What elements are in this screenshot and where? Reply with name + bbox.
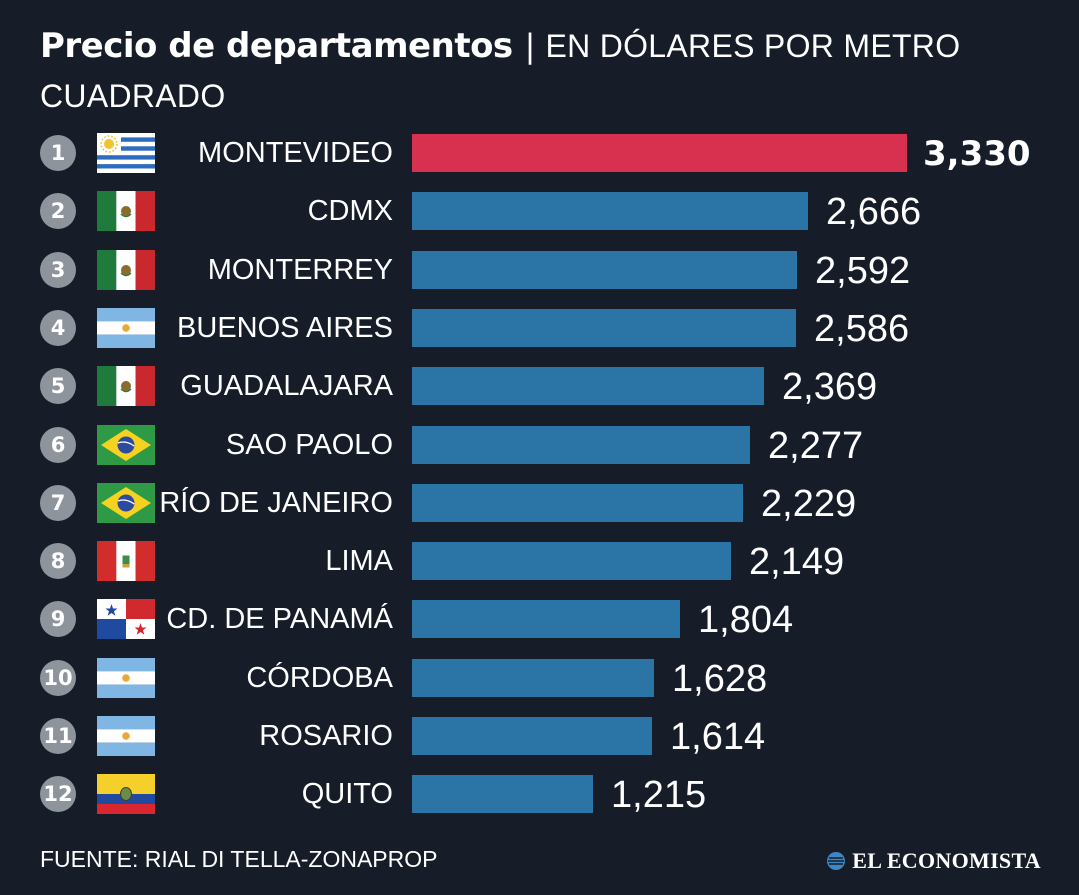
source-note: FUENTE: RIAL DI TELLA-ZONAPROP: [40, 846, 438, 872]
peru-flag-icon: [97, 541, 155, 581]
data-label: 1,215: [611, 774, 707, 816]
category-label: LIMA: [325, 545, 393, 577]
chart-subtitle: EN DÓLARES POR METRO CUADRADO: [40, 28, 961, 114]
argentina-flag-icon: [97, 658, 155, 698]
data-label: 1,804: [698, 599, 794, 641]
category-label: BUENOS AIRES: [177, 312, 393, 344]
rank-badge: 10: [40, 660, 76, 696]
category-label: MONTERREY: [207, 254, 393, 286]
ecuador-flag-icon: [97, 774, 155, 814]
brand-name: EL ECONOMISTA: [852, 848, 1041, 873]
bar: [412, 192, 808, 230]
argentina-flag-icon: [97, 716, 155, 756]
rank-badge: 8: [40, 543, 76, 579]
mexico-flag-icon: [97, 250, 155, 290]
category-label: SAO PAOLO: [225, 429, 393, 461]
brand-logo: EL ECONOMISTA: [826, 846, 1041, 876]
data-label: 1,614: [670, 716, 766, 758]
mexico-flag-icon: [97, 191, 155, 231]
rank-badge: 4: [40, 310, 76, 346]
category-label: GUADALAJARA: [180, 370, 393, 402]
rank-badge: 3: [40, 252, 76, 288]
chart-title: Precio de departamentos: [40, 26, 513, 66]
bar: [412, 600, 680, 638]
mexico-flag-icon: [97, 366, 155, 406]
bar: [412, 426, 750, 464]
category-label: CD. DE PANAMÁ: [166, 603, 393, 635]
bar: [412, 717, 652, 755]
chart-title-block: Precio de departamentos | EN DÓLARES POR M…: [40, 24, 1040, 124]
data-label: 2,592: [815, 250, 911, 292]
brazil-flag-icon: [97, 483, 155, 523]
category-label: MONTEVIDEO: [198, 137, 393, 169]
uruguay-flag-icon: [97, 133, 155, 173]
rank-badge: 11: [40, 718, 76, 754]
title-separator: |: [524, 27, 536, 65]
bar: [412, 367, 764, 405]
bar: [412, 251, 797, 289]
argentina-flag-icon: [97, 308, 155, 348]
data-label: 2,277: [768, 425, 864, 467]
data-label: 3,330: [923, 134, 1031, 174]
chart-row: 8 LIMA 2,149: [0, 541, 1079, 583]
panama-flag-icon: [97, 599, 155, 639]
rank-badge: 2: [40, 193, 76, 229]
category-label: ROSARIO: [259, 720, 393, 752]
bar: [412, 542, 731, 580]
economista-globe-icon: [827, 852, 846, 870]
category-label: CDMX: [307, 195, 393, 227]
rank-badge: 6: [40, 427, 76, 463]
data-label: 2,149: [749, 541, 845, 583]
data-label: 2,229: [761, 483, 857, 525]
data-label: 2,586: [814, 308, 910, 350]
data-label: 2,666: [826, 191, 922, 233]
category-label: QUITO: [301, 778, 393, 810]
chart-row: 4 BUENOS AIRES 2,586: [0, 308, 1079, 350]
rank-badge: 9: [40, 601, 76, 637]
chart-row: 7 RÍO DE JANEIRO 2,229: [0, 483, 1079, 525]
bar: [412, 775, 593, 813]
bar: [412, 659, 654, 697]
chart-row: 1 MONTEVIDEO 3,330: [0, 133, 1079, 174]
chart-row: 11 ROSARIO 1,614: [0, 716, 1079, 758]
chart-row: 3 MONTERREY 2,592: [0, 250, 1079, 292]
chart-row: 10 CÓRDOBA 1,628: [0, 658, 1079, 700]
data-label: 2,369: [782, 366, 878, 408]
rank-badge: 12: [40, 776, 76, 812]
rank-badge: 7: [40, 485, 76, 521]
chart-row: 5 GUADALAJARA 2,369: [0, 366, 1079, 408]
chart-row: 12 QUITO 1,215: [0, 774, 1079, 816]
bar: [412, 134, 907, 172]
chart-row: 9 CD. DE PANAMÁ 1,804: [0, 599, 1079, 641]
chart-row: 6 SAO PAOLO 2,277: [0, 425, 1079, 467]
bar: [412, 309, 796, 347]
rank-badge: 5: [40, 368, 76, 404]
category-label: CÓRDOBA: [246, 662, 393, 694]
brazil-flag-icon: [97, 425, 155, 465]
bar: [412, 484, 743, 522]
rank-badge: 1: [40, 135, 76, 171]
data-label: 1,628: [672, 658, 768, 700]
chart-row: 2 CDMX 2,666: [0, 191, 1079, 233]
category-label: RÍO DE JANEIRO: [159, 487, 393, 519]
